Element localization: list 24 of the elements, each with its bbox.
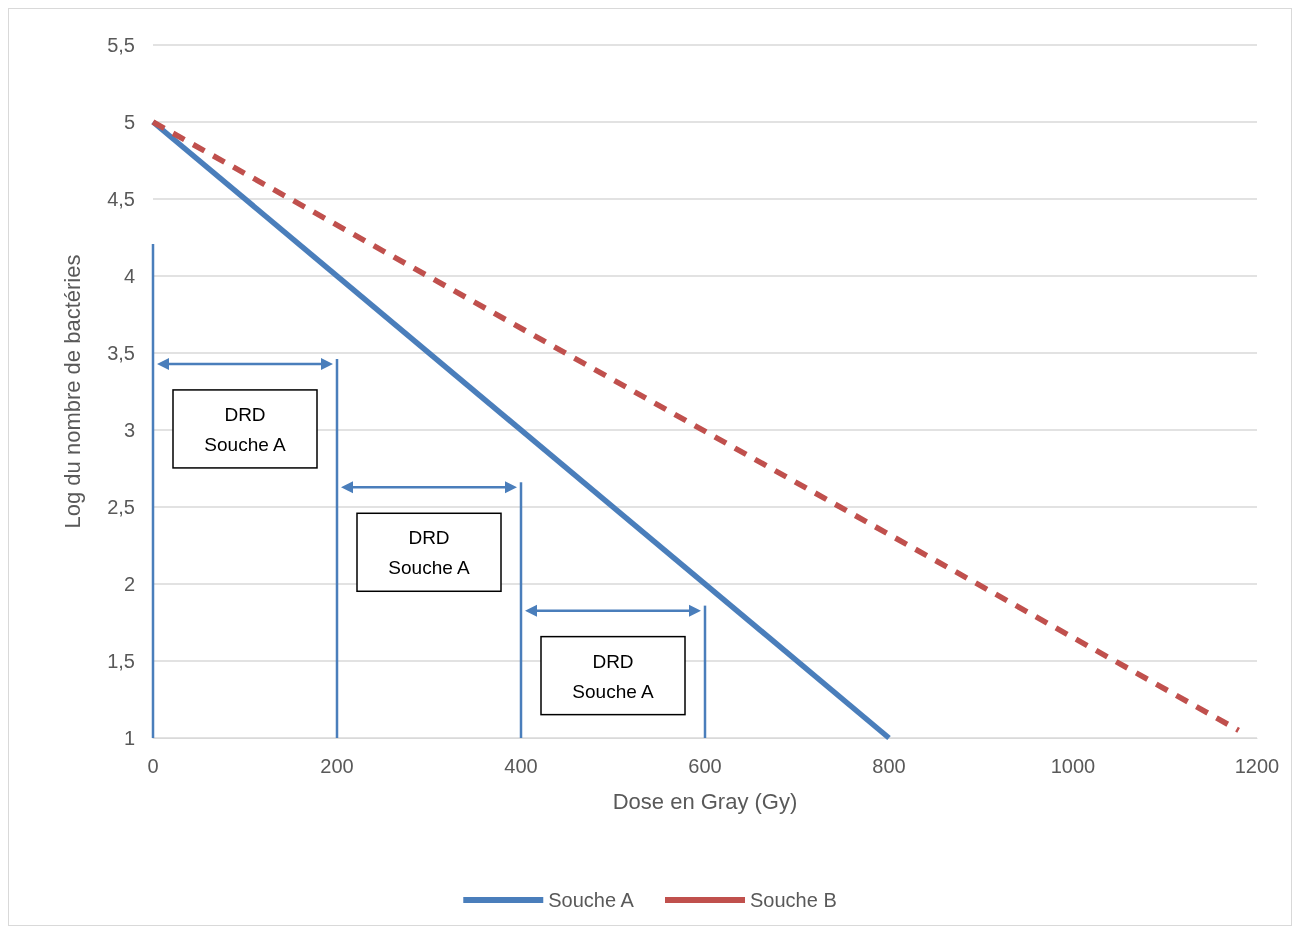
y-tick-label: 1 [123,727,135,749]
annotation: DRD Souche A [204,403,286,455]
y-tick-label: 1,5 [107,650,135,672]
y-tick-label: 2,5 [107,496,135,518]
y-tick-label: 4,5 [107,188,135,210]
x-tick-label: 1000 [1050,755,1096,777]
y-tick-label: 4 [123,265,135,287]
x-tick-label: 0 [147,755,159,777]
annotation: DRD Souche A [388,527,470,579]
y-tick-label: 5 [123,111,135,133]
annotation: DRD Souche A [572,650,654,702]
x-tick-label: 400 [504,755,538,777]
x-tick-label: 800 [872,755,906,777]
legend-label: Souche A [548,889,635,911]
y-tick-label: 3,5 [107,342,135,364]
x-tick-label: 1200 [1234,755,1280,777]
x-axis-title: Dose en Gray (Gy) [612,788,798,814]
x-tick-label: 200 [320,755,354,777]
y-tick-label: 5,5 [107,34,135,56]
legend-label: Souche B [750,889,837,911]
y-tick-label: 3 [123,419,135,441]
x-tick-label: 600 [688,755,722,777]
y-tick-label: 2 [123,573,135,595]
y-axis-title: Log du nombre de bactéries [59,254,85,529]
